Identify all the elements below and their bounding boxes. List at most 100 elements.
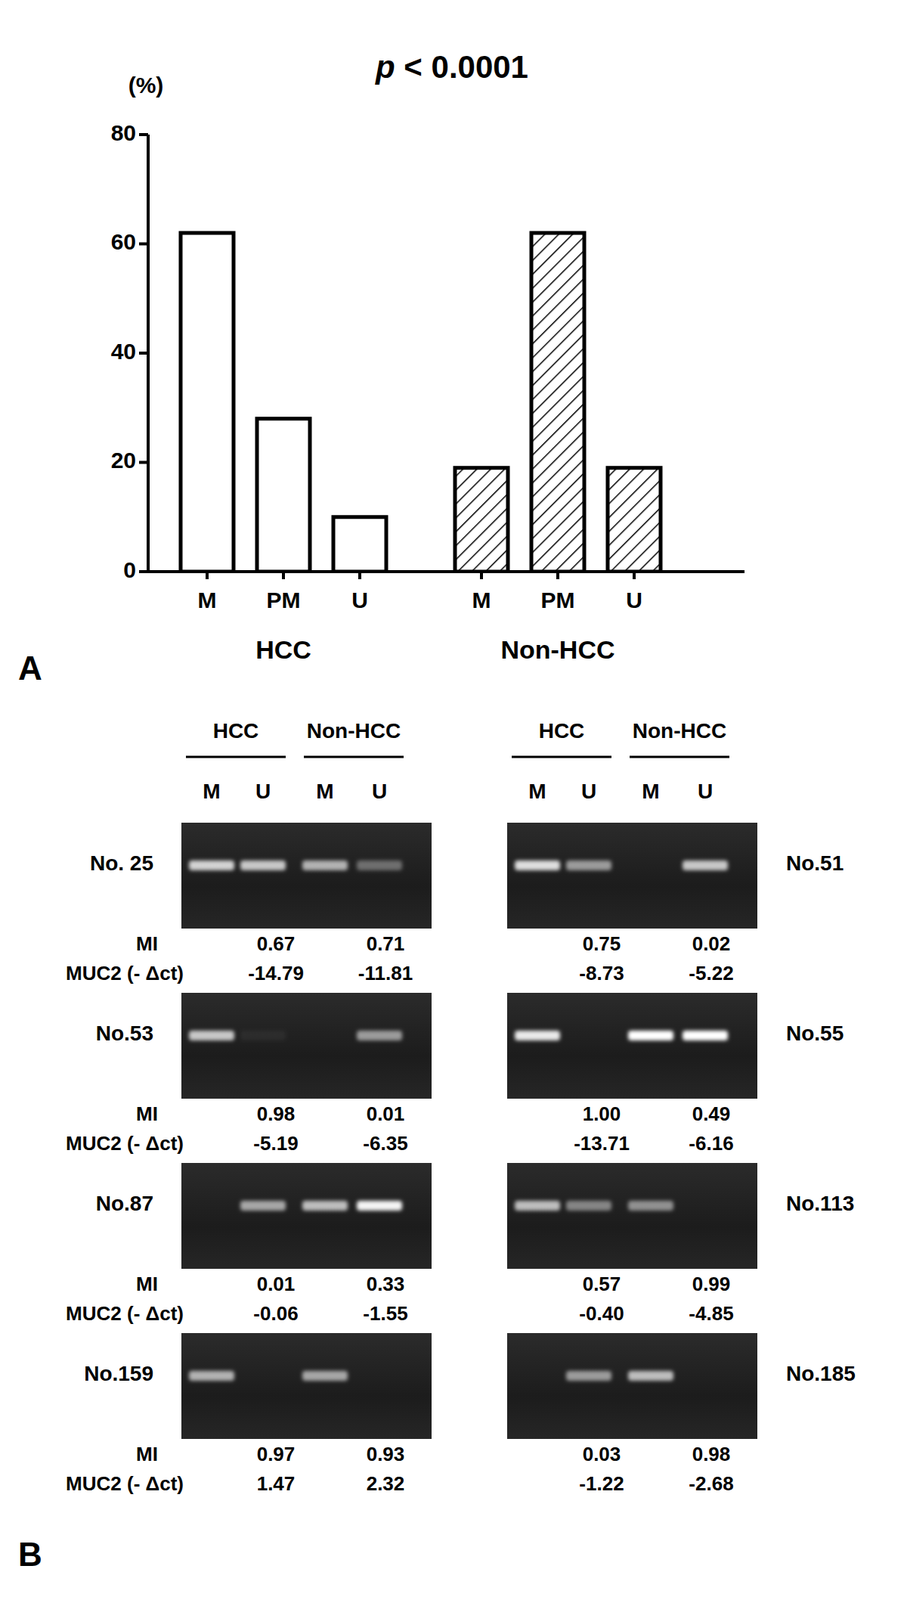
group-header: HCC	[538, 718, 586, 743]
header-underline	[303, 755, 404, 759]
muc2-value: -1.55	[362, 1301, 408, 1325]
y-tick-label: 60	[111, 229, 137, 254]
muc2-value: 2.32	[366, 1471, 406, 1495]
gel-band	[302, 1200, 348, 1211]
title-italic: p	[374, 49, 396, 85]
gel-band	[628, 860, 674, 870]
gel-band	[240, 860, 286, 870]
sample-label: No.113	[786, 1191, 855, 1215]
gel-band	[302, 860, 348, 870]
sample-label: No.51	[786, 851, 844, 875]
gel-band	[302, 1370, 348, 1381]
gel-band	[682, 1200, 728, 1211]
muc2-value: -14.79	[247, 961, 304, 985]
gel-band	[566, 1370, 612, 1381]
row-label: MI	[136, 1102, 158, 1125]
gel-image	[181, 1162, 432, 1269]
gel-band	[566, 1030, 612, 1041]
gel-band	[356, 1370, 403, 1381]
gel-band	[240, 1200, 286, 1211]
lane-label: U	[255, 779, 271, 803]
mi-value: 0.93	[366, 1442, 406, 1465]
bar	[455, 467, 508, 572]
y-axis-label: (%)	[128, 72, 165, 98]
gel-band	[188, 1200, 235, 1211]
gel-band	[514, 1030, 561, 1041]
sample-label: No.159	[83, 1361, 154, 1385]
gel-band	[514, 1370, 561, 1381]
x-tick-label: U	[351, 587, 369, 613]
group-label: HCC	[255, 634, 312, 664]
gel-image	[181, 1332, 432, 1439]
x-tick-label: M	[198, 587, 217, 613]
muc2-value: -8.73	[578, 961, 624, 985]
row-label: MUC2 (- Δct)	[65, 1301, 184, 1325]
gel-image	[507, 992, 758, 1099]
gel-band	[682, 1370, 728, 1381]
x-tick	[358, 571, 362, 579]
gel-band	[514, 860, 561, 870]
lane-label: M	[315, 779, 334, 803]
x-tick-label: M	[472, 587, 492, 613]
muc2-value: -6.16	[688, 1131, 734, 1155]
mi-value: 0.75	[582, 931, 622, 955]
lane-label: M	[641, 779, 660, 803]
gel-band	[628, 1370, 674, 1381]
gel-image	[181, 992, 432, 1099]
muc2-value: -11.81	[358, 961, 413, 985]
header-underline	[185, 755, 286, 759]
gel-image	[181, 822, 432, 929]
sample-label: No.185	[786, 1361, 856, 1385]
row-label: MUC2 (- Δct)	[65, 961, 184, 985]
bar	[180, 232, 234, 572]
title-rest: < 0.0001	[395, 49, 529, 85]
mi-value: 0.57	[582, 1272, 622, 1295]
y-tick-label: 20	[111, 447, 137, 473]
panel-label: B	[18, 1535, 43, 1573]
x-tick	[632, 571, 636, 579]
mi-value: 0.97	[256, 1442, 296, 1465]
mi-value: 0.71	[366, 931, 406, 955]
muc2-value: -1.22	[578, 1471, 624, 1495]
mi-value: 0.98	[692, 1442, 731, 1465]
gel-image	[507, 1162, 758, 1269]
gel-band	[682, 860, 728, 870]
x-tick	[479, 571, 483, 579]
mi-value: 0.33	[366, 1272, 406, 1295]
gel-band	[240, 1370, 286, 1381]
lane-label: U	[371, 779, 387, 803]
gel-band	[628, 1030, 674, 1041]
mi-value: 0.67	[256, 931, 296, 955]
row-label: MI	[136, 931, 158, 955]
mi-value: 0.99	[692, 1272, 731, 1295]
panel-label: A	[18, 649, 43, 687]
mi-value: 0.01	[366, 1102, 406, 1125]
x-tick-label: PM	[541, 587, 576, 613]
gel-band	[566, 1200, 612, 1211]
gel-band	[188, 860, 235, 870]
mi-value: 0.01	[256, 1272, 296, 1295]
mi-value: 0.98	[256, 1102, 296, 1125]
mi-value: 0.02	[692, 931, 731, 955]
gel-image	[507, 822, 758, 929]
bar	[333, 516, 387, 572]
x-tick	[556, 571, 560, 579]
group-header: HCC	[213, 718, 260, 743]
y-tick	[139, 569, 149, 573]
row-label: MUC2 (- Δct)	[65, 1131, 184, 1155]
y-tick-label: 40	[111, 338, 137, 364]
sample-label: No. 25	[89, 851, 154, 875]
mi-value: 0.03	[582, 1442, 622, 1465]
x-tick	[281, 571, 285, 579]
muc2-value: -0.06	[253, 1301, 298, 1325]
gel-band	[188, 1030, 235, 1041]
mi-value: 1.00	[582, 1102, 622, 1125]
lane-label: M	[528, 779, 546, 803]
group-header: Non-HCC	[632, 718, 727, 743]
x-tick-label: PM	[266, 587, 301, 613]
sample-label: No.55	[786, 1021, 844, 1045]
bar	[607, 467, 661, 572]
gel-image	[507, 1332, 758, 1439]
x-tick	[205, 571, 209, 579]
lane-label: M	[202, 779, 220, 803]
